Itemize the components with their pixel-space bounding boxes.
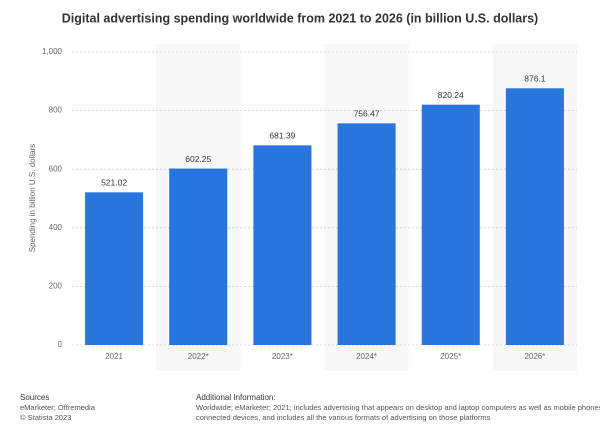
y-tick-label: 0 — [58, 340, 63, 349]
bar — [169, 168, 228, 345]
y-axis-label: Spending in billion U.S. dollars — [28, 144, 37, 253]
info-heading: Additional Information: — [196, 393, 276, 402]
bar — [337, 123, 396, 346]
x-tick-label: 2025* — [440, 352, 461, 361]
sources-heading: Sources — [20, 393, 49, 402]
y-tick-label: 600 — [49, 164, 63, 173]
info-line: connected devices, and includes all the … — [196, 413, 491, 422]
x-tick-label: 2023* — [272, 352, 293, 361]
y-tick-label: 200 — [49, 282, 63, 291]
y-tick-label: 1,000 — [42, 47, 63, 56]
y-tick-label: 800 — [49, 106, 63, 115]
x-tick-label: 2026* — [524, 352, 545, 361]
chart-title: Digital advertising spending worldwide f… — [62, 11, 538, 25]
value-label: 820.24 — [438, 90, 464, 100]
value-label: 602.25 — [185, 154, 211, 164]
value-label: 756.47 — [354, 109, 380, 119]
bar — [421, 104, 480, 345]
value-label: 521.02 — [101, 178, 127, 188]
value-label: 876.1 — [524, 74, 546, 84]
y-tick-label: 400 — [49, 223, 63, 232]
bar — [505, 88, 564, 345]
bar — [85, 192, 144, 345]
x-tick-label: 2024* — [356, 352, 377, 361]
bar — [253, 145, 312, 345]
info-line: Worldwide; eMarketer; 2021; includes adv… — [196, 403, 600, 412]
copyright: © Statista 2023 — [20, 413, 71, 422]
x-tick-label: 2021 — [105, 352, 123, 361]
sources: eMarketer; Offremedia — [20, 403, 96, 412]
x-tick-label: 2022* — [188, 352, 209, 361]
value-label: 681.39 — [269, 131, 295, 141]
